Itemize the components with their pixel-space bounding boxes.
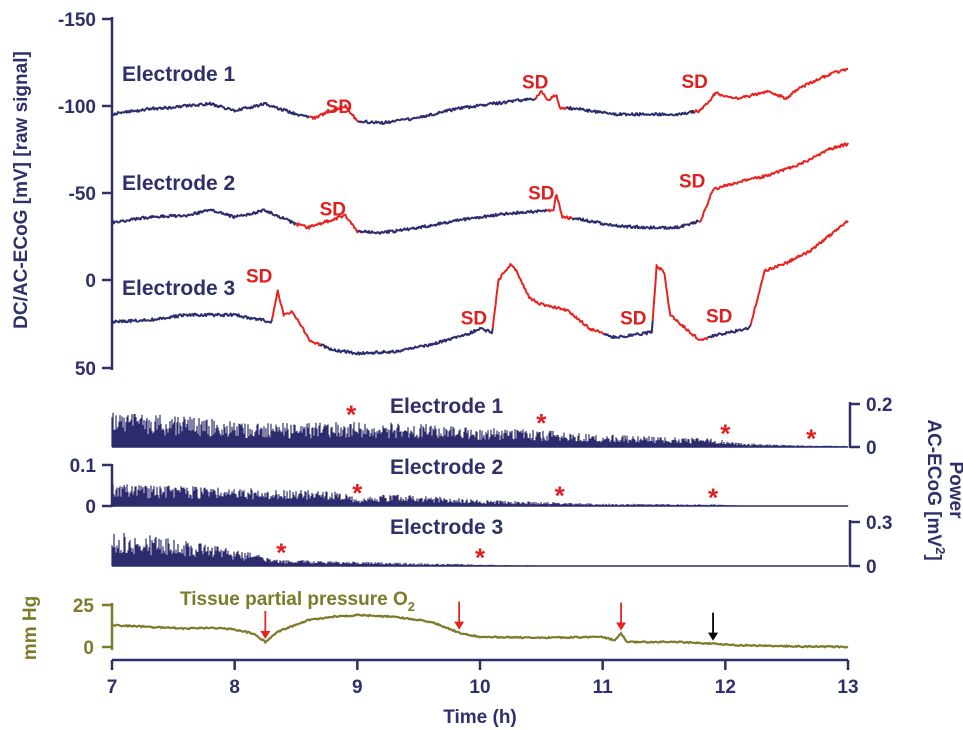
time-tick-label: 10: [469, 677, 490, 698]
sd-star: *: [346, 399, 357, 429]
sd-star: *: [276, 538, 287, 568]
main-ytick-label: -50: [69, 184, 96, 205]
oxygen-title: Tissue partial pressure O2: [180, 589, 415, 614]
baseline-trace-segment: [357, 97, 537, 125]
power-panels: Electrode 1 Electrode 2 Electrode 3 0.2 …: [70, 395, 963, 578]
main-y-axis-title: DC/AC-ECoG [mV] [raw signal]: [11, 51, 32, 329]
power-3-ytick-label: 0: [866, 557, 877, 578]
sd-trace-segment: [295, 213, 360, 234]
baseline-trace-segment: [566, 105, 696, 117]
sd-label: SD: [679, 172, 705, 193]
power-traces: * * * * * * * * *: [111, 399, 849, 573]
red-arrow-head: [454, 621, 465, 630]
baseline-trace-segment: [320, 326, 494, 356]
oxygen-trace: [111, 601, 849, 649]
baseline-trace-segment: [111, 101, 310, 119]
oxygen-panel: 25 0 mm Hg Tissue partial pressure O2: [20, 589, 849, 660]
sd-star: *: [720, 419, 731, 449]
sd-trace-segment: [534, 90, 568, 110]
electrode-2-label: Electrode 2: [122, 172, 235, 195]
main-ytick-label: -150: [58, 10, 96, 31]
power-axis-title-line2: AC-ECoG [mV2]: [923, 419, 948, 560]
power-2-bars: [111, 484, 849, 506]
power-axis-title-close: ]: [923, 554, 944, 560]
time-ticks: 7 8 9 10 11 12 13: [107, 660, 859, 698]
sd-star: *: [806, 423, 817, 453]
power-axis-title-2: AC-ECoG [mV2]: [923, 419, 948, 560]
sd-star: *: [352, 478, 363, 508]
electrode-1-label: Electrode 1: [122, 63, 236, 86]
power-electrode-1-label: Electrode 1: [390, 395, 504, 418]
oxygen-ytick-label: 25: [73, 596, 95, 617]
sd-label: SD: [320, 199, 346, 220]
power-2-ytick-label: 0: [85, 497, 96, 518]
oxygen-ytick-label: 0: [83, 638, 94, 659]
oxygen-line: [111, 613, 849, 649]
red-arrow-head: [616, 622, 627, 631]
baseline-trace-segment: [111, 312, 273, 325]
main-y-ticks: -150 -100 -50 0 50: [58, 10, 112, 380]
time-tick-label: 9: [352, 677, 363, 698]
power-axis-title: Power: [945, 461, 963, 519]
sd-trace-segment: [651, 264, 709, 342]
time-tick-label: 13: [837, 677, 858, 698]
oxygen-title-main: Tissue partial pressure O: [180, 589, 408, 610]
power-1-ytick-label: 0: [866, 438, 877, 459]
sd-trace-segment: [546, 194, 573, 221]
sd-label: SD: [522, 73, 548, 94]
sd-star: *: [475, 543, 486, 573]
sd-label: SD: [620, 308, 646, 329]
sd-label: SD: [246, 267, 272, 288]
sd-trace-segment: [749, 220, 849, 326]
power-3-ytick-label: 0.3: [866, 513, 892, 534]
power-2-ytick-label: 0.1: [70, 456, 97, 477]
baseline-trace-segment: [707, 324, 752, 339]
time-axis: 7 8 9 10 11 12 13 Time (h): [107, 658, 859, 728]
power-electrode-2-label: Electrode 2: [390, 456, 503, 479]
main-ytick-label: -100: [58, 97, 96, 118]
sd-star: *: [708, 482, 719, 512]
sd-label: SD: [461, 308, 487, 329]
time-axis-title: Time (h): [443, 707, 517, 728]
time-tick-label: 7: [107, 677, 118, 698]
time-tick-label: 8: [229, 677, 240, 698]
power-axis-title-sup: 2: [933, 547, 948, 554]
oxygen-title-sub: 2: [408, 599, 415, 614]
sd-trace-segment: [491, 263, 605, 335]
sd-label: SD: [706, 307, 732, 328]
sd-trace-segment: [698, 142, 849, 223]
sd-star: *: [536, 408, 547, 438]
sd-trace-segment: [271, 289, 322, 347]
power-1-ytick-label: 0.2: [866, 395, 892, 416]
baseline-trace-segment: [357, 208, 549, 235]
sd-label: SD: [528, 183, 554, 204]
sd-label: SD: [326, 97, 352, 118]
main-traces: SD SD SD SD SD SD SD SD SD SD: [111, 68, 849, 356]
red-arrow-head: [260, 630, 271, 639]
sd-label: SD: [681, 72, 707, 93]
main-ytick-label: 50: [75, 359, 96, 380]
black-arrow-head: [708, 632, 719, 641]
oxygen-y-axis-title: mm Hg: [20, 596, 41, 660]
power-axis-title-line1: Power: [945, 461, 963, 519]
time-tick-label: 11: [593, 677, 614, 698]
baseline-trace-segment: [603, 320, 654, 339]
baseline-trace-segment: [111, 208, 297, 226]
baseline-trace-segment: [571, 217, 700, 230]
sd-trace-segment: [693, 68, 848, 114]
time-tick-label: 12: [715, 677, 736, 698]
sd-trace-segment: [308, 104, 360, 123]
power-electrode-3-label: Electrode 3: [390, 516, 503, 539]
main-ytick-label: 0: [85, 271, 96, 292]
power-axis-title-main: AC-ECoG [mV: [923, 419, 944, 547]
sd-star: *: [555, 480, 566, 510]
electrode-3-label: Electrode 3: [122, 277, 235, 300]
main-panel: -150 -100 -50 0 50 DC/AC-ECoG [mV] [raw …: [11, 10, 849, 380]
